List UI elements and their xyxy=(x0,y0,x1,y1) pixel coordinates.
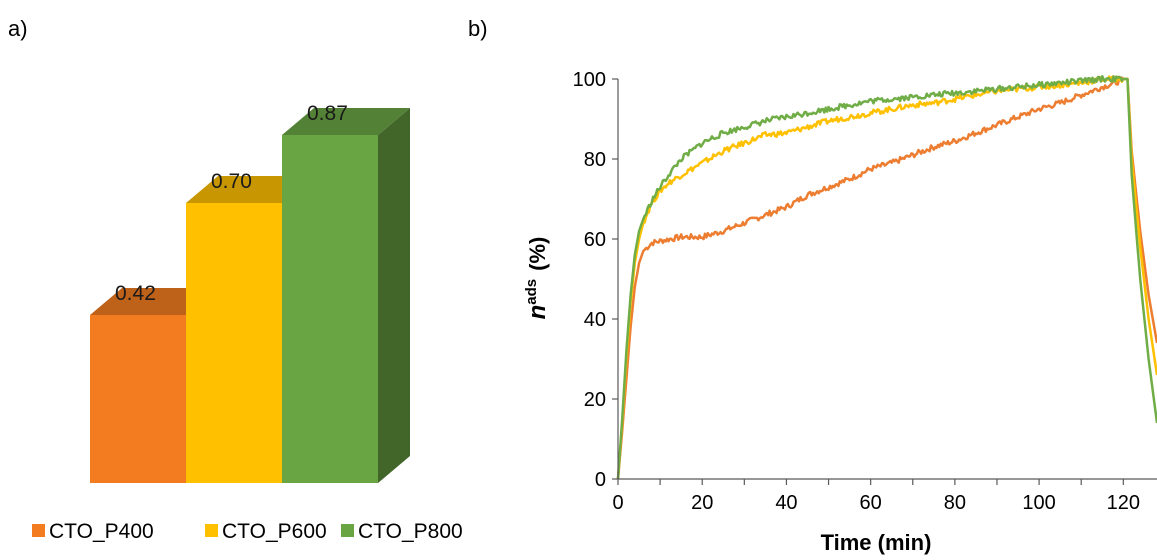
y-axis-title-sup: ads xyxy=(523,279,540,305)
y-tick-label: 60 xyxy=(584,229,606,251)
legend-item-CTO_P400: CTO_P400 xyxy=(32,520,154,543)
legend-swatch xyxy=(32,524,45,537)
y-tick-label: 20 xyxy=(584,389,606,411)
legend-label: CTO_P400 xyxy=(49,520,154,543)
y-axis-title-main: n xyxy=(524,305,551,320)
series-line-1 xyxy=(616,75,1157,480)
bar-value-label: 0.70 xyxy=(211,170,252,193)
x-tick-label: 120 xyxy=(1107,492,1140,514)
bar-side-face xyxy=(378,108,410,483)
y-tick-label: 80 xyxy=(584,149,606,171)
line-chart: 0 20 40 60 80 100 0 20 40 60 80 100 120 xyxy=(573,69,1157,514)
x-axis-title: Time (min) xyxy=(821,530,932,555)
y-tick-label: 100 xyxy=(573,69,606,91)
y-tick-label: 40 xyxy=(584,309,606,331)
series-line-2 xyxy=(616,75,1157,480)
x-tick-label: 0 xyxy=(612,492,623,514)
bar-top-face xyxy=(282,108,410,135)
x-tick-label: 20 xyxy=(691,492,713,514)
bar-front-face xyxy=(186,203,282,483)
x-tick-label: 40 xyxy=(775,492,797,514)
y-tick-label: 0 xyxy=(595,469,606,491)
legend-swatch xyxy=(205,524,218,537)
bar-value-label: 0.87 xyxy=(307,102,348,125)
bar-value-label: 0.42 xyxy=(115,282,156,305)
legend-label: CTO_P600 xyxy=(222,520,327,543)
y-axis-title: nads (%) xyxy=(523,237,551,320)
bar-front-face xyxy=(282,135,378,483)
panel-a-label: a) xyxy=(8,16,28,41)
bar-front-face xyxy=(90,315,186,483)
legend-item-CTO_P600: CTO_P600 xyxy=(205,520,327,543)
panel-b-label: b) xyxy=(468,16,488,41)
series-line-0 xyxy=(616,76,1157,480)
x-tick-label: 80 xyxy=(944,492,966,514)
bar-chart: 0.42 0.70 0.87 xyxy=(90,102,410,483)
x-tick-label: 100 xyxy=(1022,492,1055,514)
legend-item-CTO_P800: CTO_P800 xyxy=(341,520,463,543)
x-tick-label: 60 xyxy=(860,492,882,514)
legend-label: CTO_P800 xyxy=(358,520,463,543)
bar-CTO_P800: 0.87 xyxy=(282,102,410,483)
bar-legend: CTO_P400 CTO_P600 CTO_P800 xyxy=(32,520,463,543)
legend-swatch xyxy=(341,524,354,537)
y-axis-title-unit: (%) xyxy=(525,237,550,271)
